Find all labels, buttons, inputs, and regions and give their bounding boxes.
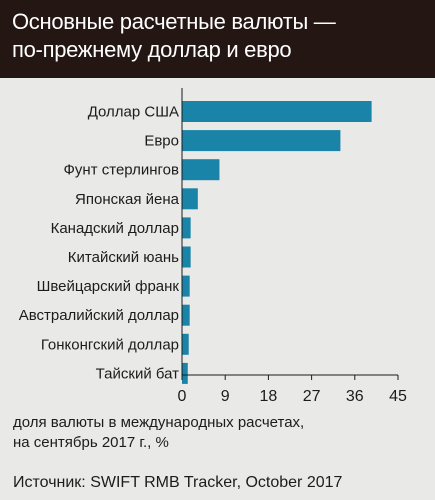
- bar-chart: Доллар США Евро Фунт стерлингов Японская йе…: [0, 78, 435, 423]
- chart-title-line-2: по-прежнему доллар и евро: [12, 37, 292, 62]
- category-label-5: Китайский юань: [68, 249, 179, 266]
- category-label-0: Доллар США: [88, 104, 179, 121]
- x-tick-label-1: 9: [221, 388, 230, 405]
- bar-9: [182, 362, 188, 384]
- bar-2: [182, 159, 220, 181]
- x-tick-label-5: 45: [389, 388, 407, 405]
- category-label-8: Гонконгский доллар: [41, 336, 179, 353]
- category-label-7: Австралийский доллар: [19, 307, 179, 324]
- x-tick-label-4: 36: [346, 388, 364, 405]
- category-label-3: Японская йена: [75, 191, 180, 208]
- bar-5: [182, 246, 191, 268]
- bar-chart-svg: Доллар США Евро Фунт стерлингов Японская йе…: [19, 88, 407, 405]
- category-label-9: Тайский бат: [96, 365, 179, 382]
- x-tick-label-3: 27: [303, 388, 321, 405]
- x-tick-label-0: 0: [178, 388, 187, 405]
- chart-header: Основные расчетные валюты — по-прежнему …: [0, 0, 435, 78]
- caption-line-2: на сентябрь 2017 г., %: [13, 434, 169, 451]
- bar-6: [182, 275, 190, 297]
- chart-source: Источник: SWIFT RMB Tracker, October 201…: [13, 474, 343, 491]
- bar-3: [182, 188, 198, 210]
- chart-caption: доля валюты в международных расчетах, на…: [13, 413, 304, 453]
- category-label-2: Фунт стерлингов: [64, 162, 179, 179]
- category-label-6: Швейцарский франк: [37, 278, 180, 295]
- x-tick-label-2: 18: [260, 388, 278, 405]
- category-label-4: Канадский доллар: [51, 220, 179, 237]
- caption-line-1: доля валюты в международных расчетах,: [13, 414, 305, 431]
- bar-7: [182, 304, 190, 326]
- bar-8: [182, 333, 189, 355]
- bar-4: [182, 217, 191, 239]
- category-label-1: Евро: [144, 133, 179, 150]
- bar-1: [182, 130, 341, 152]
- chart-title-line-1: Основные расчетные валюты —: [12, 9, 336, 34]
- bar-0: [182, 101, 372, 122]
